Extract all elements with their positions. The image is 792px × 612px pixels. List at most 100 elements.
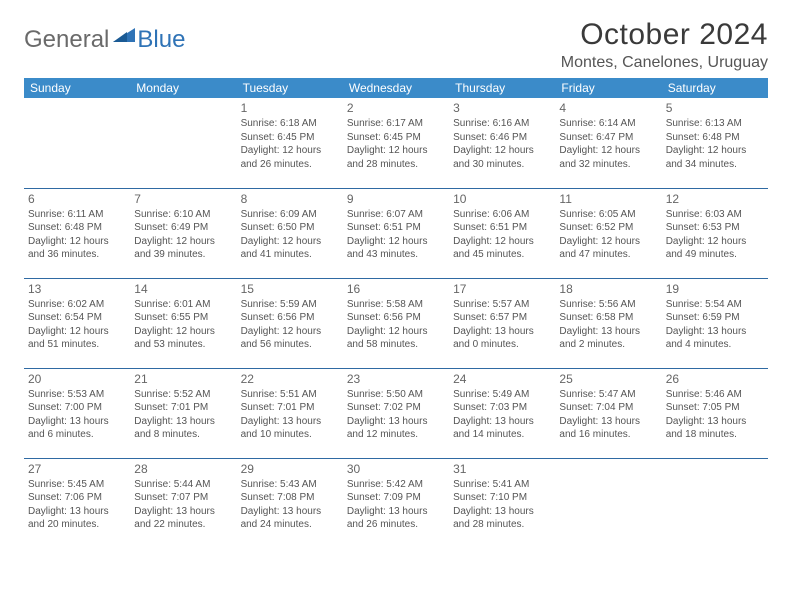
sunrise-line: Sunrise: 5:46 AM [666, 388, 764, 402]
sunset-line: Sunset: 6:59 PM [666, 311, 764, 325]
sunrise-line: Sunrise: 5:41 AM [453, 478, 551, 492]
sunset-line: Sunset: 6:47 PM [559, 131, 657, 145]
day-number: 12 [666, 191, 764, 207]
calendar-day-cell: 13Sunrise: 6:02 AMSunset: 6:54 PMDayligh… [24, 278, 130, 368]
day-number: 28 [134, 461, 232, 477]
calendar-day-cell: 7Sunrise: 6:10 AMSunset: 6:49 PMDaylight… [130, 188, 236, 278]
brand-text-2: Blue [137, 26, 185, 54]
sunset-line: Sunset: 7:00 PM [28, 401, 126, 415]
day-number: 16 [347, 281, 445, 297]
calendar-day-cell: 30Sunrise: 5:42 AMSunset: 7:09 PMDayligh… [343, 458, 449, 548]
day-number: 22 [241, 371, 339, 387]
brand-triangle-icon [113, 24, 135, 47]
daylight-line: Daylight: 13 hours and 26 minutes. [347, 505, 445, 532]
sunset-line: Sunset: 6:53 PM [666, 221, 764, 235]
calendar-day-cell: 2Sunrise: 6:17 AMSunset: 6:45 PMDaylight… [343, 98, 449, 188]
sunset-line: Sunset: 6:55 PM [134, 311, 232, 325]
day-number: 10 [453, 191, 551, 207]
day-number: 3 [453, 100, 551, 116]
sunrise-line: Sunrise: 6:14 AM [559, 117, 657, 131]
sunset-line: Sunset: 6:48 PM [28, 221, 126, 235]
day-number: 6 [28, 191, 126, 207]
sunset-line: Sunset: 7:01 PM [241, 401, 339, 415]
calendar-body: 1Sunrise: 6:18 AMSunset: 6:45 PMDaylight… [24, 98, 768, 548]
sunrise-line: Sunrise: 6:03 AM [666, 208, 764, 222]
daylight-line: Daylight: 13 hours and 24 minutes. [241, 505, 339, 532]
calendar-empty-cell [24, 98, 130, 188]
calendar-day-cell: 24Sunrise: 5:49 AMSunset: 7:03 PMDayligh… [449, 368, 555, 458]
day-number: 1 [241, 100, 339, 116]
day-number: 21 [134, 371, 232, 387]
sunrise-line: Sunrise: 5:50 AM [347, 388, 445, 402]
calendar-day-cell: 9Sunrise: 6:07 AMSunset: 6:51 PMDaylight… [343, 188, 449, 278]
calendar-day-cell: 28Sunrise: 5:44 AMSunset: 7:07 PMDayligh… [130, 458, 236, 548]
calendar-empty-cell [130, 98, 236, 188]
day-number: 9 [347, 191, 445, 207]
sunset-line: Sunset: 6:45 PM [241, 131, 339, 145]
calendar-week-row: 13Sunrise: 6:02 AMSunset: 6:54 PMDayligh… [24, 278, 768, 368]
day-number: 23 [347, 371, 445, 387]
sunset-line: Sunset: 7:09 PM [347, 491, 445, 505]
sunrise-line: Sunrise: 6:16 AM [453, 117, 551, 131]
sunrise-line: Sunrise: 5:51 AM [241, 388, 339, 402]
sunset-line: Sunset: 6:57 PM [453, 311, 551, 325]
daylight-line: Daylight: 13 hours and 22 minutes. [134, 505, 232, 532]
day-number: 27 [28, 461, 126, 477]
daylight-line: Daylight: 13 hours and 8 minutes. [134, 415, 232, 442]
sunset-line: Sunset: 6:50 PM [241, 221, 339, 235]
daylight-line: Daylight: 12 hours and 58 minutes. [347, 325, 445, 352]
sunrise-line: Sunrise: 6:13 AM [666, 117, 764, 131]
day-number: 17 [453, 281, 551, 297]
calendar-day-cell: 10Sunrise: 6:06 AMSunset: 6:51 PMDayligh… [449, 188, 555, 278]
day-number: 25 [559, 371, 657, 387]
calendar-day-cell: 23Sunrise: 5:50 AMSunset: 7:02 PMDayligh… [343, 368, 449, 458]
daylight-line: Daylight: 12 hours and 30 minutes. [453, 144, 551, 171]
daylight-line: Daylight: 12 hours and 26 minutes. [241, 144, 339, 171]
month-title: October 2024 [561, 18, 768, 52]
daylight-line: Daylight: 12 hours and 49 minutes. [666, 235, 764, 262]
day-number: 15 [241, 281, 339, 297]
day-number: 24 [453, 371, 551, 387]
day-number: 11 [559, 191, 657, 207]
calendar-table: SundayMondayTuesdayWednesdayThursdayFrid… [24, 78, 768, 548]
sunset-line: Sunset: 7:10 PM [453, 491, 551, 505]
daylight-line: Daylight: 12 hours and 53 minutes. [134, 325, 232, 352]
sunrise-line: Sunrise: 6:06 AM [453, 208, 551, 222]
sunrise-line: Sunrise: 5:52 AM [134, 388, 232, 402]
sunrise-line: Sunrise: 6:07 AM [347, 208, 445, 222]
calendar-week-row: 27Sunrise: 5:45 AMSunset: 7:06 PMDayligh… [24, 458, 768, 548]
sunrise-line: Sunrise: 6:18 AM [241, 117, 339, 131]
calendar-day-cell: 4Sunrise: 6:14 AMSunset: 6:47 PMDaylight… [555, 98, 661, 188]
daylight-line: Daylight: 12 hours and 39 minutes. [134, 235, 232, 262]
sunrise-line: Sunrise: 6:11 AM [28, 208, 126, 222]
day-number: 20 [28, 371, 126, 387]
calendar-day-cell: 12Sunrise: 6:03 AMSunset: 6:53 PMDayligh… [662, 188, 768, 278]
day-number: 4 [559, 100, 657, 116]
daylight-line: Daylight: 12 hours and 28 minutes. [347, 144, 445, 171]
header: General Blue October 2024 Montes, Canelo… [24, 18, 768, 72]
day-number: 13 [28, 281, 126, 297]
day-number: 2 [347, 100, 445, 116]
calendar-week-row: 6Sunrise: 6:11 AMSunset: 6:48 PM Daylight… [24, 188, 768, 278]
daylight-line: Daylight: 13 hours and 0 minutes. [453, 325, 551, 352]
title-block: October 2024 Montes, Canelones, Uruguay [561, 18, 768, 72]
calendar-day-cell: 6Sunrise: 6:11 AMSunset: 6:48 PMDaylight… [24, 188, 130, 278]
sunset-line: Sunset: 7:02 PM [347, 401, 445, 415]
daylight-line: Daylight: 12 hours and 51 minutes. [28, 325, 126, 352]
column-header: Saturday [662, 78, 768, 98]
daylight-line: Daylight: 12 hours and 56 minutes. [241, 325, 339, 352]
calendar-day-cell: 26Sunrise: 5:46 AMSunset: 7:05 PMDayligh… [662, 368, 768, 458]
daylight-line: Daylight: 12 hours and 34 minutes. [666, 144, 764, 171]
day-number: 7 [134, 191, 232, 207]
sunset-line: Sunset: 7:07 PM [134, 491, 232, 505]
sunrise-line: Sunrise: 6:09 AM [241, 208, 339, 222]
sunset-line: Sunset: 7:01 PM [134, 401, 232, 415]
calendar-day-cell: 20Sunrise: 5:53 AMSunset: 7:00 PMDayligh… [24, 368, 130, 458]
calendar-day-cell: 11Sunrise: 6:05 AMSunset: 6:52 PMDayligh… [555, 188, 661, 278]
day-number: 5 [666, 100, 764, 116]
sunset-line: Sunset: 6:51 PM [453, 221, 551, 235]
column-header: Monday [130, 78, 236, 98]
sunrise-line: Sunrise: 5:47 AM [559, 388, 657, 402]
daylight-line: Daylight: 13 hours and 4 minutes. [666, 325, 764, 352]
daylight-line: Daylight: 13 hours and 28 minutes. [453, 505, 551, 532]
